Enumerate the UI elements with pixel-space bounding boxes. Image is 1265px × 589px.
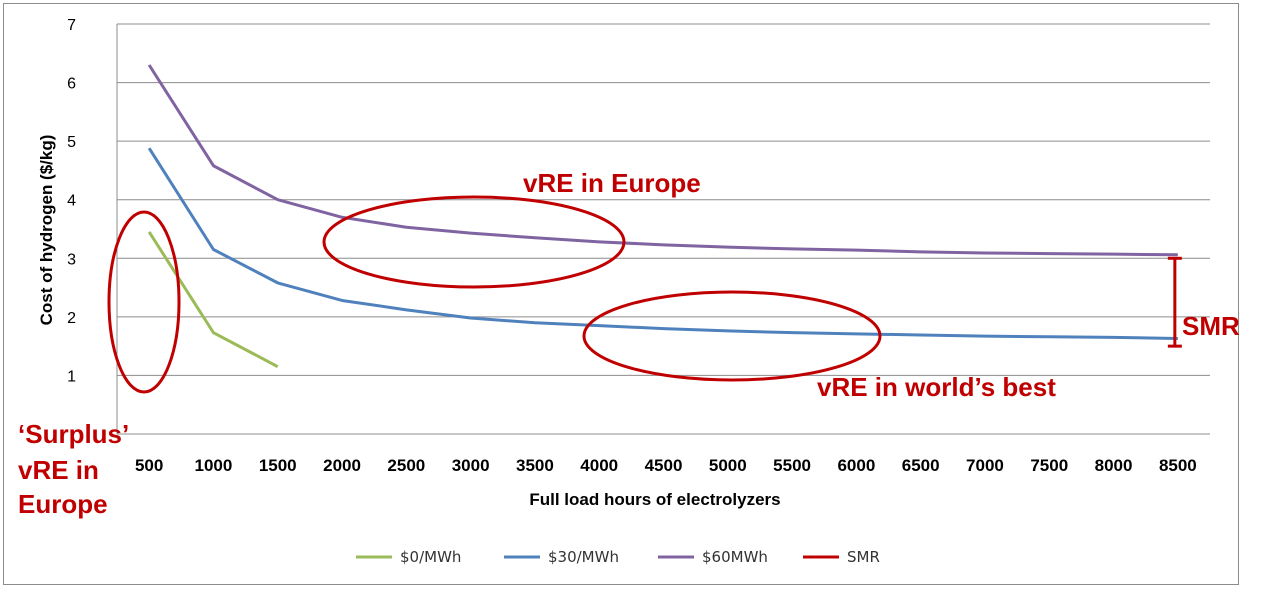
x-tick-label: 1500: [259, 456, 297, 475]
x-tick-label: 8000: [1095, 456, 1133, 475]
chart-frame: [3, 3, 1239, 585]
x-tick-label: 3500: [516, 456, 554, 475]
x-tick-label: 8500: [1159, 456, 1197, 475]
x-tick-label: 4000: [580, 456, 618, 475]
y-axis-label: Cost of hydrogen ($/kg): [37, 135, 56, 326]
y-tick-labels: 1 2 3 4 5 6 7: [67, 17, 76, 385]
y-tick-label: 5: [67, 134, 76, 151]
europe-ellipse: [322, 195, 626, 289]
y-tick-label: 7: [67, 17, 76, 34]
series-line-1: [147, 147, 1178, 341]
surplus-annotation-line3: Europe: [18, 489, 108, 519]
surplus-ellipse: [107, 210, 181, 394]
gridlines: [116, 23, 1210, 435]
legend-label: SMR: [847, 548, 880, 566]
series-line-0: [147, 231, 279, 368]
series-lines: [147, 64, 1182, 368]
legend-label: $0/MWh: [400, 548, 461, 566]
x-tick-label: 6000: [837, 456, 875, 475]
best-ellipse: [582, 290, 882, 382]
legend-label: $30/MWh: [548, 548, 619, 566]
x-tick-label: 6500: [902, 456, 940, 475]
x-tick-label: 4500: [645, 456, 683, 475]
x-tick-label: 2500: [387, 456, 425, 475]
smr-annotation: SMR: [1182, 311, 1240, 341]
europe-annotation: vRE in Europe: [523, 168, 701, 198]
x-axis-label: Full load hours of electrolyzers: [529, 490, 780, 509]
legend-label: $60MWh: [702, 548, 768, 566]
x-tick-labels: 500 1000 1500 2000 2500 3000 3500 4000 4500 5000 5…: [135, 456, 1197, 475]
surplus-annotation-line2: vRE in: [18, 455, 99, 485]
y-tick-label: 1: [67, 368, 76, 385]
x-tick-label: 1000: [195, 456, 233, 475]
x-tick-label: 7500: [1030, 456, 1068, 475]
y-tick-label: 4: [67, 193, 76, 210]
x-tick-label: 7000: [966, 456, 1004, 475]
y-tick-label: 3: [67, 251, 76, 268]
x-tick-label: 5500: [773, 456, 811, 475]
y-tick-label: 2: [67, 310, 76, 327]
x-tick-label: 5000: [709, 456, 747, 475]
x-tick-label: 2000: [323, 456, 361, 475]
y-tick-label: 6: [67, 76, 76, 93]
x-tick-label: 3000: [452, 456, 490, 475]
legend: $0/MWh $30/MWh $60MWh SMR: [356, 548, 880, 566]
x-tick-label: 500: [135, 456, 163, 475]
series-line-2: [147, 64, 1178, 257]
surplus-annotation-line1: ‘Surplus’: [18, 419, 129, 449]
best-annotation: vRE in world’s best: [817, 372, 1056, 402]
